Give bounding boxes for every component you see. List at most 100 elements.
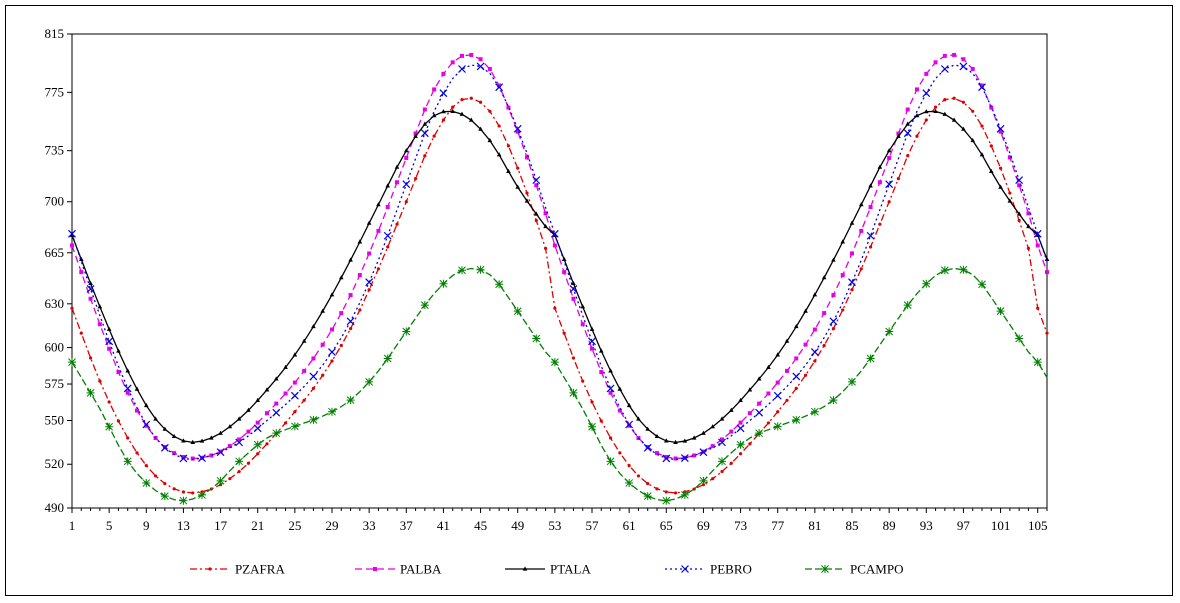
data-point (821, 565, 829, 573)
data-point (346, 396, 355, 405)
data-point (328, 348, 336, 357)
data-point (821, 275, 827, 280)
data-point (589, 326, 595, 331)
data-point (1026, 246, 1031, 250)
x-tick-label: 25 (288, 518, 301, 533)
data-point (785, 398, 789, 402)
data-point (841, 308, 845, 312)
data-point (866, 231, 875, 240)
x-tick-label: 13 (177, 518, 190, 533)
data-point (488, 109, 492, 113)
data-point (404, 155, 409, 160)
data-point (339, 343, 343, 348)
data-point (878, 222, 882, 226)
data-point (181, 490, 186, 494)
data-point (849, 220, 855, 225)
data-point (773, 422, 782, 431)
data-point (617, 386, 623, 391)
series-ptala (69, 108, 1050, 444)
plot-area (71, 33, 1048, 509)
data-point (598, 348, 604, 353)
data-point (905, 121, 911, 126)
data-point (1008, 191, 1012, 195)
data-point (198, 490, 206, 499)
data-point (859, 267, 863, 271)
data-point (235, 438, 244, 447)
data-point (478, 100, 483, 104)
x-tick-label: 33 (363, 518, 376, 533)
data-point (868, 245, 873, 249)
data-point (283, 391, 288, 396)
data-point (403, 148, 409, 153)
data-point (125, 390, 130, 395)
data-point (78, 256, 84, 261)
chart-frame (5, 5, 1173, 596)
series-line (71, 110, 1048, 444)
data-point (532, 334, 541, 343)
data-point (711, 477, 715, 481)
data-point (321, 373, 325, 377)
data-point (292, 380, 297, 385)
data-point (961, 126, 966, 131)
data-point (144, 463, 148, 468)
data-point (784, 338, 790, 343)
data-point (68, 358, 76, 367)
data-point (199, 438, 205, 443)
data-point (432, 134, 436, 138)
legend-item-ptala: PTALA (505, 562, 591, 577)
data-point (171, 433, 177, 439)
data-point (236, 416, 242, 421)
data-point (829, 396, 838, 405)
data-point (311, 323, 316, 329)
data-point (643, 492, 652, 501)
data-point (903, 129, 912, 138)
x-tick-label: 85 (846, 518, 859, 533)
data-point (699, 448, 708, 457)
data-point (1035, 232, 1041, 237)
data-point (866, 354, 875, 363)
data-point (617, 408, 622, 413)
data-point (680, 454, 689, 463)
data-point (794, 356, 799, 361)
data-point (1016, 211, 1022, 216)
data-point (476, 62, 485, 71)
data-point (636, 474, 641, 478)
data-point (413, 133, 418, 138)
data-point (293, 410, 297, 414)
data-point (160, 492, 169, 501)
data-point (850, 251, 854, 256)
data-point (218, 430, 223, 435)
x-tick-label: 17 (214, 518, 228, 533)
data-point (1026, 223, 1031, 229)
x-tick-label: 57 (586, 518, 600, 533)
x-tick-label: 1 (69, 518, 76, 533)
data-point (227, 424, 233, 429)
data-point (348, 293, 353, 298)
data-point (383, 231, 392, 240)
x-tick-label: 9 (143, 518, 150, 533)
data-point (385, 183, 391, 188)
data-point (543, 246, 548, 250)
data-point (664, 490, 668, 494)
series-line (71, 97, 1048, 494)
data-point (608, 368, 613, 373)
data-point (553, 306, 557, 310)
data-point (320, 308, 326, 313)
data-point (273, 376, 279, 381)
data-point (142, 479, 151, 488)
data-point (246, 407, 251, 412)
data-point (272, 429, 281, 438)
data-point (458, 266, 466, 275)
data-point (543, 211, 548, 216)
data-point (643, 443, 652, 452)
data-point (348, 327, 353, 331)
y-tick-label: 550 (45, 412, 65, 427)
data-point (699, 476, 708, 485)
data-point (543, 223, 548, 229)
data-point (813, 359, 817, 363)
data-point (506, 144, 511, 148)
data-point (283, 421, 288, 425)
data-point (311, 356, 316, 361)
data-point (766, 364, 771, 369)
data-point (664, 454, 669, 459)
